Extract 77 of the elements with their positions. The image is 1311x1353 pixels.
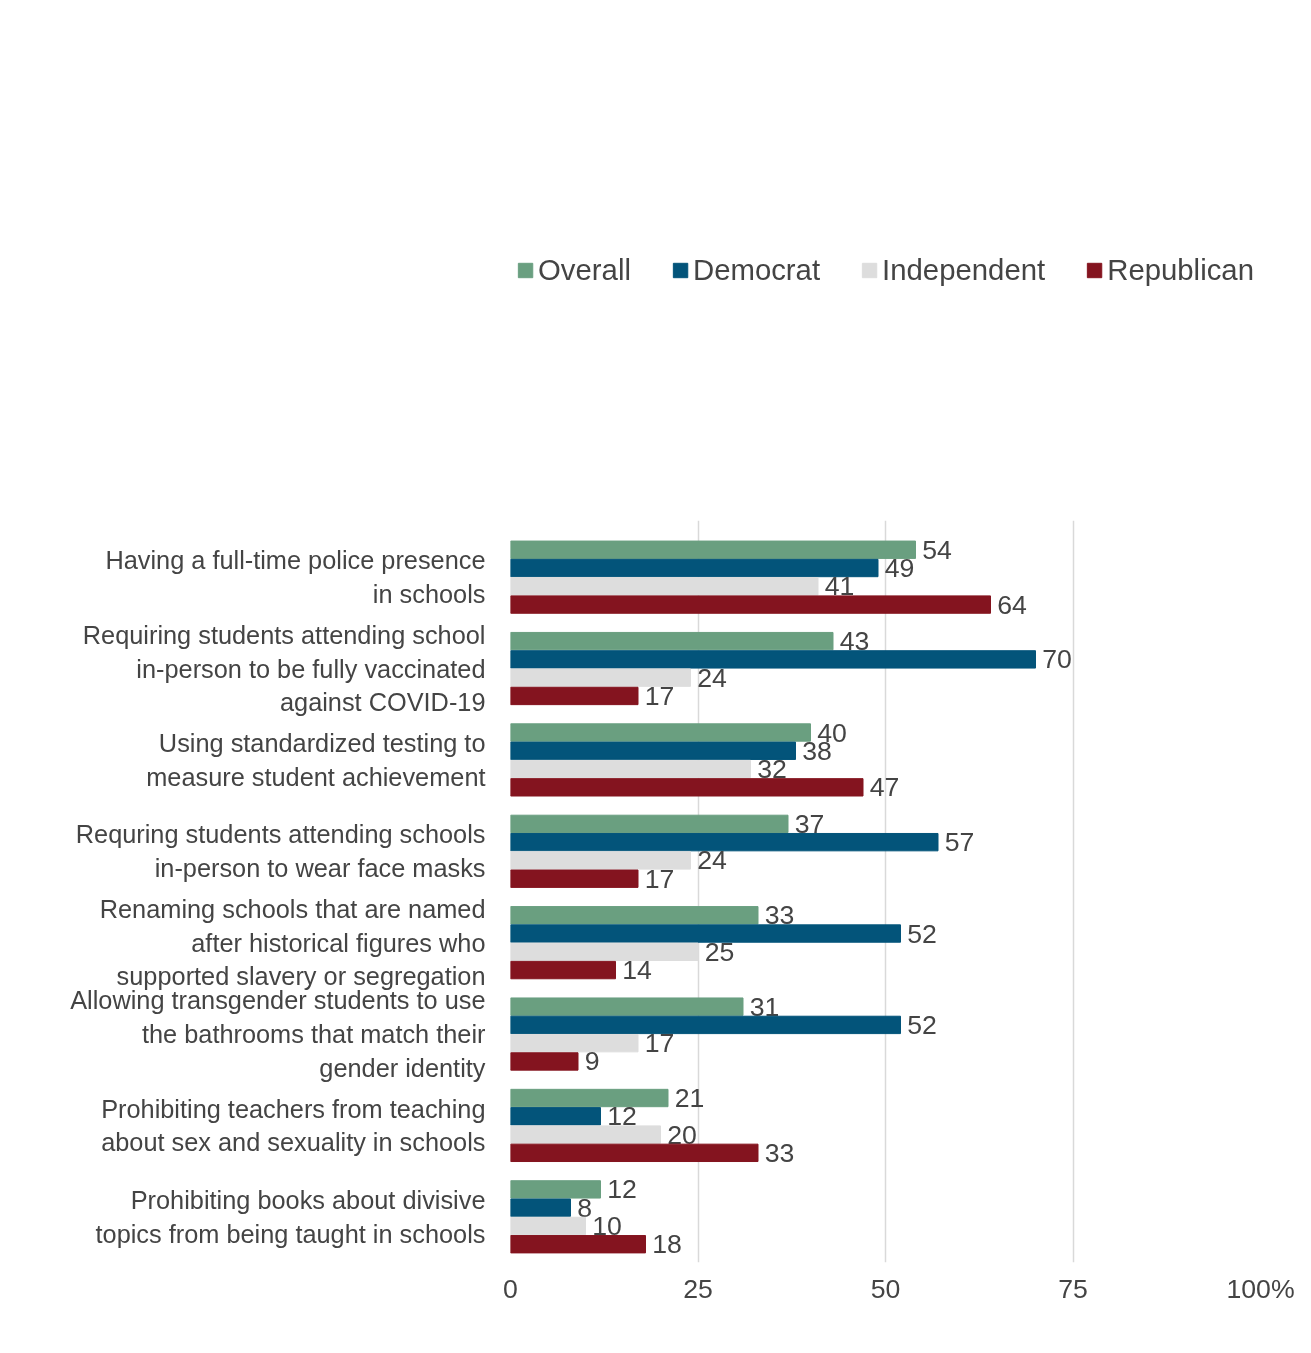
x-tick-label: 0 — [503, 1273, 518, 1304]
data-label: 33 — [764, 1137, 795, 1168]
data-label: 21 — [674, 1083, 705, 1114]
bar — [510, 741, 796, 760]
data-label: 49 — [884, 553, 915, 584]
bar — [510, 650, 1036, 669]
data-label: 57 — [944, 827, 975, 858]
bar — [510, 668, 691, 687]
bar — [510, 759, 751, 779]
x-tick-label: 50 — [870, 1273, 901, 1304]
y-tick-label: Prohibiting books about divisive topics from being taught in schools — [95, 1186, 486, 1248]
legend-label: Overall — [538, 253, 631, 287]
data-label: 37 — [794, 808, 825, 839]
data-label: 52 — [907, 1009, 937, 1040]
bar — [510, 906, 759, 925]
bar — [510, 778, 864, 797]
bar — [510, 558, 879, 578]
bar — [510, 814, 789, 834]
y-tick-label: Requring students attending schools in-person to wear face masks — [75, 820, 486, 883]
data-label: 31 — [749, 991, 780, 1022]
bar — [510, 1088, 669, 1108]
bar — [510, 686, 639, 706]
data-label: 32 — [757, 754, 787, 785]
x-tick-label: 75 — [1058, 1273, 1088, 1304]
y-tick-label: Renaming schools that are named after historical figures who supported slavery or segregation — [99, 895, 486, 991]
data-label: 17 — [644, 680, 675, 711]
bar — [510, 1052, 579, 1071]
data-label: 47 — [869, 772, 900, 803]
x-tick-label: 25 — [683, 1273, 713, 1304]
bar — [510, 1180, 601, 1199]
data-label: 33 — [764, 900, 795, 931]
data-label: 64 — [997, 589, 1028, 620]
bar — [510, 997, 744, 1016]
data-label: 17 — [644, 863, 675, 894]
data-label: 24 — [697, 845, 728, 876]
y-tick-label: Prohibiting teachers from teaching about sex and sexuality in schools — [101, 1094, 486, 1157]
data-label: 41 — [824, 571, 855, 602]
bar — [510, 1034, 639, 1053]
bar — [510, 924, 901, 943]
legend-label: Independent — [882, 253, 1046, 287]
data-label: 14 — [622, 955, 653, 986]
bar — [510, 832, 939, 852]
data-label: 25 — [704, 936, 735, 967]
bar — [510, 1143, 759, 1163]
bar — [510, 1198, 571, 1217]
y-tick-label: Requiring students attending school in-person to be fully vaccinated against COVID-19 — [82, 620, 486, 717]
legend-label: Republican — [1107, 253, 1254, 287]
data-label: 8 — [577, 1192, 593, 1223]
legend-label: Democrat — [692, 253, 821, 287]
y-tick-label: Using standardized testing to measure student achievement — [146, 729, 486, 791]
x-tick-label: 100% — [1226, 1273, 1295, 1304]
data-label: 12 — [607, 1174, 637, 1205]
bar — [510, 595, 991, 614]
data-label: 24 — [697, 662, 728, 693]
bar — [510, 1125, 661, 1144]
bar — [510, 540, 916, 559]
data-label: 10 — [592, 1210, 622, 1241]
data-label: 43 — [839, 626, 870, 657]
bar — [510, 1107, 601, 1126]
bar — [510, 1015, 901, 1035]
bar — [510, 1235, 646, 1254]
data-label: 9 — [584, 1046, 600, 1077]
data-label: 52 — [907, 918, 937, 949]
bar — [510, 723, 811, 742]
data-label: 18 — [652, 1229, 682, 1260]
bar — [510, 960, 616, 980]
data-label: 12 — [607, 1101, 637, 1132]
bar — [510, 851, 691, 870]
y-tick-label: Having a full-time police presence in schools — [105, 546, 486, 608]
bar — [510, 1216, 586, 1236]
data-label: 20 — [667, 1119, 697, 1150]
data-label: 54 — [922, 534, 953, 565]
data-label: 17 — [644, 1028, 675, 1059]
bar — [510, 631, 834, 651]
bar — [510, 577, 819, 596]
data-label: 70 — [1042, 644, 1072, 675]
bar — [510, 869, 639, 888]
